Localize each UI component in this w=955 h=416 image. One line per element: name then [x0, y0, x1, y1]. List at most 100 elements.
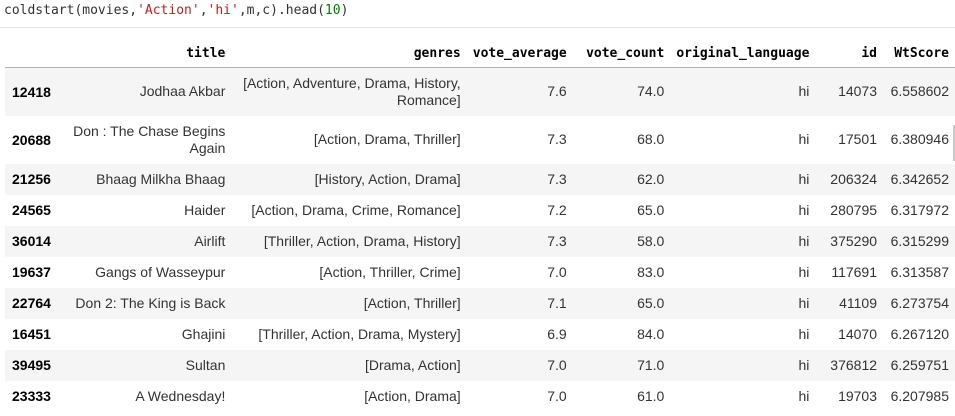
- row-index: 12418: [12, 83, 51, 100]
- column-header-wtscore: WtScore: [883, 39, 955, 68]
- cell-genres: [Action, Drama]: [364, 387, 461, 404]
- cell-title: Don 2: The King is Back: [75, 294, 226, 311]
- cell-divider: [0, 27, 955, 28]
- column-header-original-language: original_language: [670, 39, 816, 68]
- cell-genres: [Action, Drama, Crime, Romance]: [251, 201, 461, 218]
- cell-original-language: hi: [798, 325, 810, 342]
- cell-id: 14070: [838, 325, 878, 342]
- table-row: 12418 Jodhaa Akbar [Action, Adventure, Dra…: [5, 67, 955, 116]
- row-index: 36014: [12, 233, 51, 249]
- scrollbar[interactable]: [953, 125, 955, 161]
- cell-wtscore: 6.315299: [890, 232, 949, 249]
- code-arg-count: 10: [324, 3, 341, 18]
- column-header-vote-average: vote_average: [466, 39, 573, 68]
- row-index: 39495: [12, 357, 51, 373]
- cell-vote-count: 61.0: [637, 387, 665, 404]
- cell-vote-average: 7.3: [547, 131, 567, 147]
- table-header-row: title genres vote_average vote_count origina…: [5, 39, 955, 68]
- cell-genres: [Action, Thriller]: [363, 294, 461, 311]
- cell-id: 375290: [830, 232, 878, 249]
- cell-original-language: hi: [798, 131, 810, 147]
- cell-wtscore: 6.259751: [890, 356, 949, 373]
- code-comma: ,: [199, 3, 208, 18]
- table-row: 36014 Airlift [Thriller, Action, Drama, Hi…: [5, 225, 955, 257]
- column-header-vote-count: vote_count: [572, 39, 671, 68]
- table-row: 22764 Don 2: The King is Back [Action, Thr…: [5, 287, 955, 319]
- cell-genres: [History, Action, Drama]: [314, 170, 461, 187]
- cell-wtscore: 6.342652: [890, 170, 949, 187]
- cell-title: Haider: [184, 201, 226, 218]
- cell-id: 280795: [830, 201, 878, 218]
- cell-id: 17501: [838, 131, 878, 147]
- cell-id: 19703: [838, 387, 878, 404]
- cell-vote-average: 7.0: [547, 263, 567, 280]
- cell-vote-count: 83.0: [637, 263, 665, 280]
- table-row: 21256 Bhaag Milkha Bhaag [History, Action,…: [5, 163, 955, 195]
- cell-genres: [Action, Thriller, Crime]: [319, 263, 461, 280]
- cell-title: Sultan: [185, 356, 226, 373]
- cell-title: Airlift: [194, 232, 226, 249]
- cell-genres: [Drama, Action]: [364, 356, 461, 373]
- cell-id: 206324: [830, 170, 878, 187]
- cell-vote-average: 7.1: [547, 294, 567, 311]
- cell-id: 117691: [831, 263, 878, 280]
- code-arg-genre: 'Action': [137, 3, 200, 18]
- column-header-title: title: [62, 39, 232, 68]
- table-row: 39495 Sultan [Drama, Action] 7.0 71.0 hi 37681…: [5, 349, 955, 381]
- cell-genres: [Action, Drama, Thriller]: [313, 131, 461, 147]
- cell-id: 41109: [839, 294, 878, 311]
- table-row: 19637 Gangs of Wasseypur [Action, Thriller…: [5, 256, 955, 288]
- row-index: 24565: [12, 202, 51, 218]
- column-header-id: id: [815, 39, 884, 68]
- row-index: 23333: [12, 388, 51, 404]
- code-arg-language: 'hi': [207, 3, 239, 18]
- cell-vote-count: 71.0: [637, 356, 665, 373]
- table-row: 16451 Ghajini [Thriller, Action, Drama, My…: [5, 318, 955, 350]
- row-index: 21256: [12, 171, 51, 187]
- cell-wtscore: 6.207985: [890, 387, 949, 404]
- cell-wtscore: 6.313587: [890, 263, 949, 280]
- cell-wtscore: 6.558602: [890, 83, 949, 100]
- cell-vote-average: 6.9: [547, 325, 567, 342]
- cell-vote-count: 65.0: [637, 201, 665, 218]
- cell-title: Gangs of Wasseypur: [95, 263, 226, 280]
- cell-title: A Wednesday!: [135, 387, 226, 404]
- cell-vote-average: 7.0: [547, 356, 567, 373]
- code-call: coldstart(movies,: [4, 3, 138, 18]
- cell-genres: [Action, Adventure, Drama, History, Roma…: [243, 74, 461, 108]
- code-middle: ,m,c).head(: [238, 3, 325, 18]
- cell-title: Bhaag Milkha Bhaag: [96, 170, 226, 187]
- cell-original-language: hi: [798, 201, 810, 218]
- row-index: 19637: [12, 264, 51, 280]
- row-index: 22764: [12, 295, 51, 311]
- cell-vote-count: 74.0: [637, 83, 665, 100]
- code-suffix: ): [340, 3, 349, 18]
- cell-original-language: hi: [798, 83, 810, 100]
- index-header: [5, 39, 63, 68]
- cell-vote-count: 65.0: [637, 294, 665, 311]
- row-index: 20688: [12, 131, 51, 148]
- cell-vote-count: 62.0: [637, 170, 665, 187]
- cell-genres: [Thriller, Action, Drama, Mystery]: [258, 325, 461, 342]
- code-input[interactable]: coldstart(movies,'Action','hi',m,c).head…: [4, 3, 348, 19]
- cell-original-language: hi: [798, 263, 810, 280]
- cell-wtscore: 6.380946: [890, 131, 949, 147]
- cell-vote-count: 58.0: [637, 232, 665, 249]
- cell-genres: [Thriller, Action, Drama, History]: [263, 232, 461, 249]
- cell-id: 14073: [838, 83, 878, 100]
- table-row: 20688 Don : The Chase Begins Again [Action…: [5, 115, 955, 164]
- dataframe-output: title genres vote_average vote_count origina…: [5, 39, 955, 412]
- cell-wtscore: 6.273754: [890, 294, 949, 311]
- cell-original-language: hi: [798, 232, 810, 249]
- column-header-genres: genres: [231, 39, 467, 68]
- cell-vote-count: 68.0: [637, 131, 665, 147]
- cell-original-language: hi: [798, 294, 810, 311]
- cell-id: 376812: [830, 356, 878, 373]
- table-body: 12418 Jodhaa Akbar [Action, Adventure, Dra…: [5, 67, 955, 412]
- cell-vote-average: 7.3: [547, 232, 567, 249]
- cell-vote-count: 84.0: [637, 325, 665, 342]
- cell-wtscore: 6.267120: [890, 325, 949, 342]
- cell-vote-average: 7.3: [547, 170, 567, 187]
- cell-title: Ghajini: [181, 325, 226, 342]
